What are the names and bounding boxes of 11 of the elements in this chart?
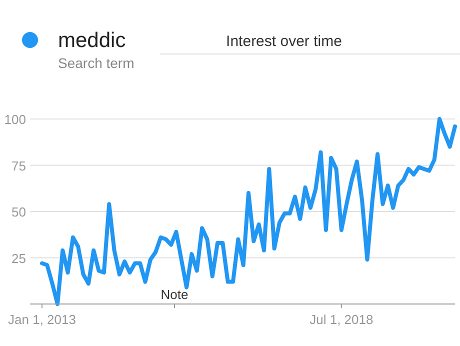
x-tick-label: Jan 1, 2013 — [8, 312, 76, 327]
chart-subtitle: Search term — [58, 55, 134, 71]
x-tick-label: Jul 1, 2018 — [310, 312, 374, 327]
annotation: Note — [160, 287, 188, 302]
y-tick-label: 50 — [12, 204, 26, 220]
legend-label: meddic — [58, 29, 126, 52]
line-series — [40, 117, 457, 306]
y-tick-label: 75 — [12, 158, 26, 174]
y-tick-label: 25 — [12, 250, 26, 266]
y-tick-label: 100 — [4, 112, 26, 127]
chart-title: Interest over time — [226, 33, 342, 50]
